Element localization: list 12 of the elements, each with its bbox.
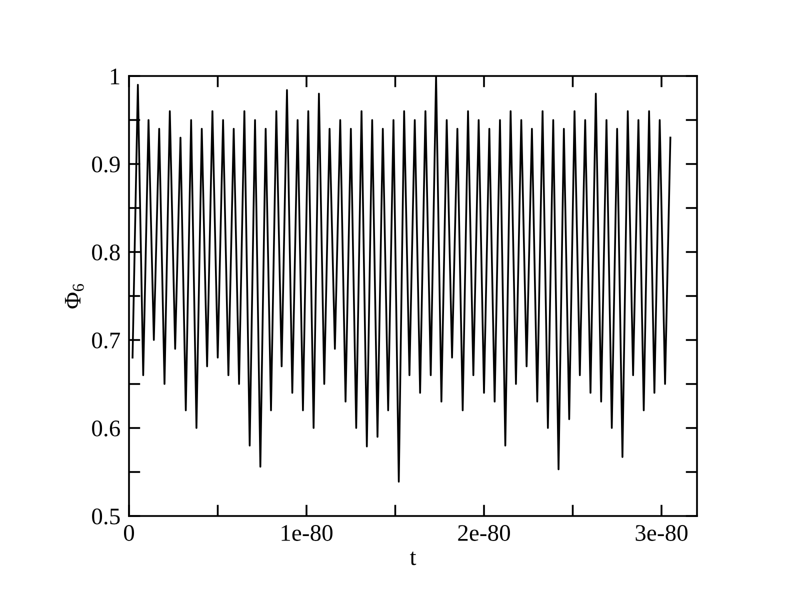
- y-tick-label: 0.7: [92, 332, 120, 349]
- y-tick-label: 0.5: [92, 508, 120, 525]
- y-tick-label: 0.9: [92, 156, 120, 173]
- x-tick-label: 1e-80: [282, 525, 332, 541]
- y-tick-label: 0.6: [92, 420, 120, 437]
- x-tick-label: 0: [124, 525, 134, 541]
- y-tick-label: 0.8: [92, 244, 120, 261]
- x-axis-title: t: [410, 552, 416, 566]
- y-axis-title: Φ$_{6}$: [64, 284, 84, 309]
- y-tick-label: 1: [110, 68, 120, 84]
- x-tick-label: 3e-80: [636, 525, 688, 541]
- x-tick-label: 2e-80: [458, 525, 510, 541]
